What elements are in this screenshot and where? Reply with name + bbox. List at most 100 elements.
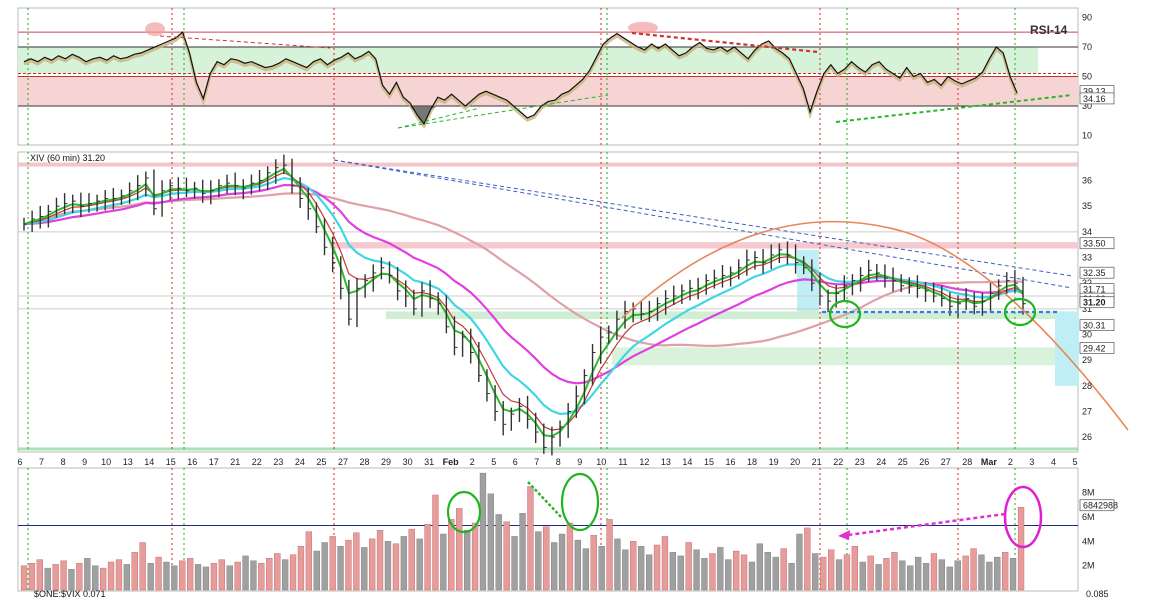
x-axis-tick: 15: [166, 457, 176, 467]
volume-bar: [440, 534, 446, 590]
x-axis-tick: 6: [17, 457, 22, 467]
price-y-tick: 27: [1082, 407, 1092, 417]
x-axis-tick: 2: [470, 457, 475, 467]
volume-bar: [179, 561, 185, 590]
volume-bar: [480, 473, 486, 590]
volume-bar: [828, 550, 834, 590]
price-y-tick: 30: [1082, 330, 1092, 340]
value-tag-text: 32.35: [1083, 268, 1106, 278]
volume-bar: [931, 554, 937, 591]
volume-bar: [694, 550, 700, 590]
x-axis-tick: 27: [338, 457, 348, 467]
x-axis-tick: 8: [556, 457, 561, 467]
value-tag-text: 6842988: [1083, 501, 1118, 511]
value-tag: 29.42: [1080, 342, 1114, 353]
x-axis-tick: 9: [577, 457, 582, 467]
x-axis-tick: 31: [424, 457, 434, 467]
volume-bar: [330, 536, 336, 590]
volume-bar: [124, 564, 130, 590]
volume-bar: [211, 563, 217, 590]
volume-bar: [717, 547, 723, 590]
volume-bar: [456, 508, 462, 590]
volume-bar: [528, 487, 534, 591]
volume-bar: [171, 566, 177, 590]
volume-bar: [567, 523, 573, 590]
value-tag: 34.16: [1080, 93, 1114, 104]
volume-bar: [868, 556, 874, 590]
x-axis-tick: Feb: [443, 457, 460, 467]
volume-bar: [654, 545, 660, 590]
volume-bar: [84, 558, 90, 590]
volume-y-tick: 8M: [1082, 488, 1095, 498]
rsi-y-tick: 10: [1082, 131, 1092, 141]
volume-bar: [575, 540, 581, 590]
volume-bar: [108, 562, 114, 590]
x-axis-tick: 12: [639, 457, 649, 467]
volume-bar: [702, 558, 708, 590]
x-axis-tick: 21: [812, 457, 822, 467]
x-axis-tick: 5: [491, 457, 496, 467]
volume-bar: [915, 557, 921, 590]
value-tag: 33.50: [1080, 238, 1114, 249]
volume-bar: [884, 558, 890, 590]
volume-bar: [433, 495, 439, 590]
volume-bar: [314, 551, 320, 590]
x-axis-tick: 7: [39, 457, 44, 467]
x-axis-tick: 17: [209, 457, 219, 467]
price-panel-title: XIV (60 min) 31.20: [30, 153, 105, 163]
volume-bar: [69, 569, 75, 590]
volume-bar: [551, 543, 557, 591]
x-axis-tick: 21: [230, 457, 240, 467]
x-axis-tick: Mar: [981, 457, 998, 467]
volume-bar: [243, 556, 249, 590]
volume-bar: [338, 546, 344, 590]
volume-bar: [227, 566, 233, 590]
volume-bar: [504, 522, 510, 590]
x-axis-tick: 19: [769, 457, 779, 467]
volume-y-tick: 4M: [1082, 536, 1095, 546]
volume-bar: [266, 558, 272, 590]
volume-bar: [251, 561, 257, 590]
value-tag-text: 34.16: [1083, 94, 1106, 104]
volume-bar: [235, 562, 241, 590]
volume-bar: [844, 555, 850, 590]
volume-bar: [377, 530, 383, 590]
x-axis-tick: 23: [273, 457, 283, 467]
volume-bar: [994, 557, 1000, 590]
volume-bar: [899, 561, 905, 590]
volume-bar: [282, 560, 288, 590]
volume-bar: [409, 529, 415, 590]
volume-bar: [21, 566, 27, 590]
volume-bar: [907, 566, 913, 590]
volume-bar: [92, 566, 98, 590]
volume-bar: [662, 536, 668, 590]
volume-bar: [369, 539, 375, 590]
price-top-band: [18, 163, 1078, 167]
volume-bar: [773, 557, 779, 590]
x-axis-tick: 22: [833, 457, 843, 467]
volume-bar: [140, 543, 146, 591]
volume-bar: [195, 564, 201, 590]
volume-bar: [385, 541, 391, 590]
price-y-tick: 36: [1082, 176, 1092, 186]
price-bottom-band: [18, 447, 1078, 450]
volume-bar: [203, 567, 209, 590]
volume-bar: [678, 556, 684, 590]
value-tag-text: 29.42: [1083, 343, 1106, 353]
x-axis-tick: 14: [682, 457, 692, 467]
x-axis-tick: 14: [144, 457, 154, 467]
value-tag-text: 33.50: [1083, 239, 1106, 249]
volume-bar: [797, 534, 803, 590]
x-axis-tick: 10: [101, 457, 111, 467]
x-axis-tick: 28: [962, 457, 972, 467]
volume-bar: [148, 563, 154, 590]
x-axis-tick: 26: [919, 457, 929, 467]
x-axis-tick: 18: [747, 457, 757, 467]
value-tag-text: 31.20: [1083, 298, 1106, 308]
x-axis-tick: 2: [1008, 457, 1013, 467]
volume-bar: [733, 551, 739, 590]
volume-bar: [583, 549, 589, 590]
x-axis-tick: 13: [661, 457, 671, 467]
volume-y-tick: 2M: [1082, 561, 1095, 571]
